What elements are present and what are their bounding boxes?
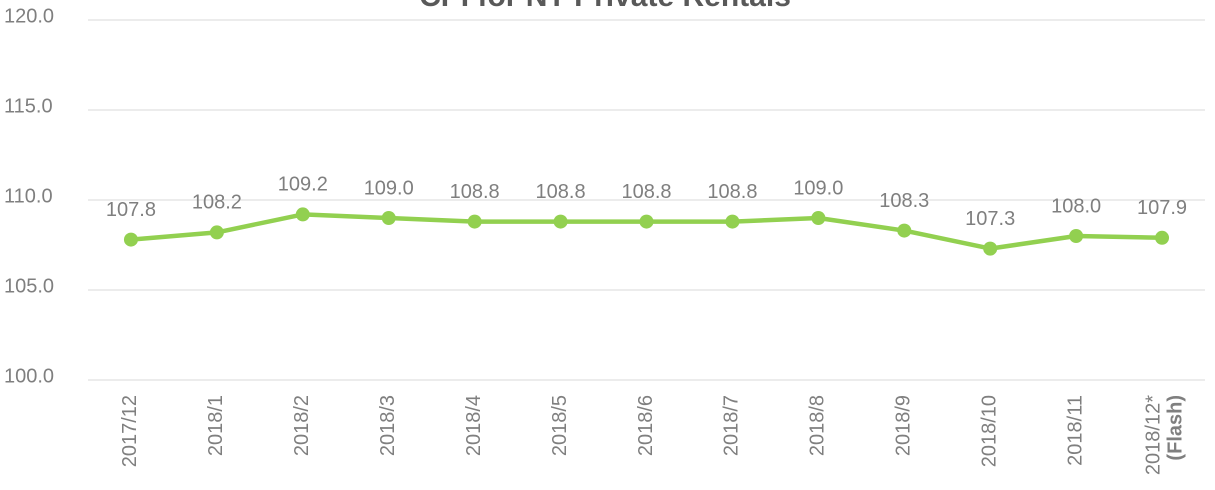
chart-title: CPI for NT Private Rentals xyxy=(419,0,791,13)
y-tick-label: 105.0 xyxy=(4,275,54,297)
y-tick-label: 120.0 xyxy=(4,5,54,27)
point xyxy=(897,223,912,238)
x-tick-label: 2018/1 xyxy=(205,395,227,456)
data-label: 107.8 xyxy=(106,199,156,221)
data-label: 108.8 xyxy=(536,181,586,203)
point xyxy=(295,207,310,222)
x-tick-label: 2018/2 xyxy=(291,395,313,456)
x-tick-label: 2018/7 xyxy=(721,395,743,456)
data-label: 109.2 xyxy=(278,174,328,196)
x-tick-label: 2018/5 xyxy=(549,395,571,456)
x-tick-label: 2018/12* xyxy=(1142,395,1164,475)
x-tick-label: 2018/4 xyxy=(463,395,485,456)
point xyxy=(467,214,482,229)
data-label: 107.9 xyxy=(1137,197,1187,219)
data-label: 108.8 xyxy=(707,181,757,203)
point xyxy=(983,241,998,256)
x-tick-note: (Flash) xyxy=(1164,395,1186,461)
data-label: 109.0 xyxy=(793,177,843,199)
point xyxy=(639,214,654,229)
data-label: 108.2 xyxy=(192,192,242,214)
point xyxy=(811,211,826,225)
point xyxy=(1155,230,1170,245)
y-tick-label: 100.0 xyxy=(4,365,54,387)
x-tick-label: 2018/8 xyxy=(807,395,829,456)
y-tick-label: 115.0 xyxy=(4,95,53,117)
point xyxy=(381,211,396,225)
data-label: 108.8 xyxy=(450,181,500,203)
x-tick-label: 2018/10 xyxy=(978,395,1000,467)
x-tick-label: 2018/9 xyxy=(893,395,915,456)
x-tick-label: 2018/11 xyxy=(1064,395,1086,466)
x-tick-label: 2017/12 xyxy=(119,395,141,467)
data-label: 108.0 xyxy=(1051,195,1101,217)
point xyxy=(1069,229,1084,243)
x-tick-label: 2018/6 xyxy=(635,395,657,456)
data-label: 108.3 xyxy=(879,190,929,212)
point xyxy=(725,214,740,229)
data-label: 108.8 xyxy=(621,181,671,203)
data-label: 109.0 xyxy=(364,177,414,199)
data-label: 107.3 xyxy=(965,208,1015,230)
point xyxy=(553,214,568,229)
y-tick-label: 110.0 xyxy=(4,185,53,207)
point xyxy=(209,225,224,240)
x-tick-label: 2018/3 xyxy=(377,395,399,456)
point xyxy=(123,232,138,247)
